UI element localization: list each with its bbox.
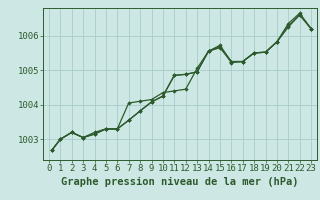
X-axis label: Graphe pression niveau de la mer (hPa): Graphe pression niveau de la mer (hPa) [61,177,299,187]
